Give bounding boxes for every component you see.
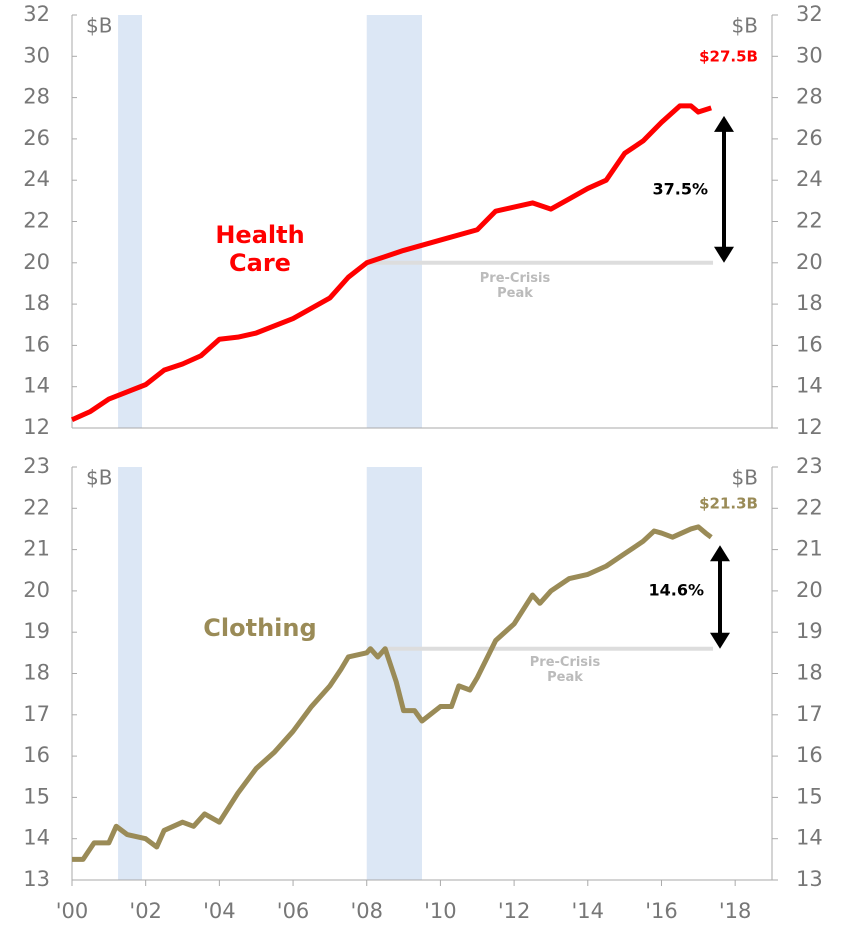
- x-tick-label: '06: [277, 899, 310, 923]
- x-tick-label: '00: [56, 899, 89, 923]
- y2-tick-label: 15: [796, 784, 823, 808]
- y-tick-label: 18: [23, 291, 50, 315]
- y2-tick-label: 14: [796, 826, 823, 850]
- pre-crisis-peak-label: Pre-Crisis Peak: [479, 271, 551, 301]
- y2-tick-label: 17: [796, 702, 823, 726]
- y-tick-label: 30: [23, 43, 50, 67]
- y2-tick-label: 28: [796, 85, 823, 109]
- x-tick-label: '12: [498, 899, 531, 923]
- y2-tick-label: 30: [796, 43, 823, 67]
- y-tick-label: 15: [23, 784, 50, 808]
- y2-tick-label: 18: [796, 291, 823, 315]
- y-tick-label: 24: [23, 167, 50, 191]
- x-tick-label: '08: [350, 899, 383, 923]
- y2-tick-label: 32: [796, 2, 823, 26]
- y2-tick-label: 16: [796, 743, 823, 767]
- unit-label: $B: [86, 14, 112, 38]
- y-tick-label: 23: [23, 454, 50, 478]
- y-tick-label: 14: [23, 374, 50, 398]
- y2-tick-label: 20: [796, 578, 823, 602]
- y-tick-label: 22: [23, 495, 50, 519]
- recession-band: [118, 467, 142, 880]
- y-tick-label: 14: [23, 826, 50, 850]
- arrow-head: [714, 115, 734, 132]
- y-tick-label: 26: [23, 126, 50, 150]
- unit-label-right: $B: [732, 466, 758, 490]
- y2-tick-label: 22: [796, 495, 823, 519]
- y-tick-label: 21: [23, 537, 50, 561]
- series-label: Clothing: [203, 614, 317, 642]
- recession-band: [118, 15, 142, 428]
- arrow-head: [710, 632, 730, 649]
- end-value-label: $27.5B: [699, 48, 758, 66]
- y2-tick-label: 24: [796, 167, 823, 191]
- y-tick-label: 17: [23, 702, 50, 726]
- y2-tick-label: 26: [796, 126, 823, 150]
- end-value-label: $21.3B: [699, 495, 758, 513]
- y2-tick-label: 22: [796, 209, 823, 233]
- unit-label-right: $B: [732, 14, 758, 38]
- y-tick-label: 13: [23, 867, 50, 891]
- change-label: 37.5%: [652, 180, 708, 199]
- recession-band: [366, 15, 422, 428]
- y-tick-label: 18: [23, 661, 50, 685]
- x-tick-label: '18: [719, 899, 752, 923]
- y2-tick-label: 18: [796, 661, 823, 685]
- y-tick-label: 16: [23, 743, 50, 767]
- y-tick-label: 32: [23, 2, 50, 26]
- x-tick-label: '04: [203, 899, 236, 923]
- y2-tick-label: 23: [796, 454, 823, 478]
- y-tick-label: 22: [23, 209, 50, 233]
- y-tick-label: 12: [23, 415, 50, 439]
- y-tick-label: 28: [23, 85, 50, 109]
- pre-crisis-peak-label: Pre-Crisis Peak: [529, 655, 601, 685]
- y2-tick-label: 14: [796, 374, 823, 398]
- y2-tick-label: 19: [796, 619, 823, 643]
- x-tick-label: '02: [129, 899, 162, 923]
- y-tick-label: 19: [23, 619, 50, 643]
- y-tick-label: 16: [23, 332, 50, 356]
- unit-label: $B: [86, 466, 112, 490]
- x-tick-label: '14: [572, 899, 605, 923]
- series-line: [72, 524, 713, 862]
- y2-tick-label: 12: [796, 415, 823, 439]
- y2-tick-label: 21: [796, 537, 823, 561]
- y-tick-label: 20: [23, 250, 50, 274]
- arrow-head: [710, 545, 730, 562]
- change-label: 14.6%: [648, 581, 704, 600]
- arrow-head: [714, 246, 734, 263]
- y2-tick-label: 20: [796, 250, 823, 274]
- x-tick-label: '16: [645, 899, 678, 923]
- y2-tick-label: 13: [796, 867, 823, 891]
- y-tick-label: 20: [23, 578, 50, 602]
- x-tick-label: '10: [424, 899, 457, 923]
- y2-tick-label: 16: [796, 332, 823, 356]
- series-line: [70, 103, 712, 423]
- series-label: Health Care: [215, 221, 305, 277]
